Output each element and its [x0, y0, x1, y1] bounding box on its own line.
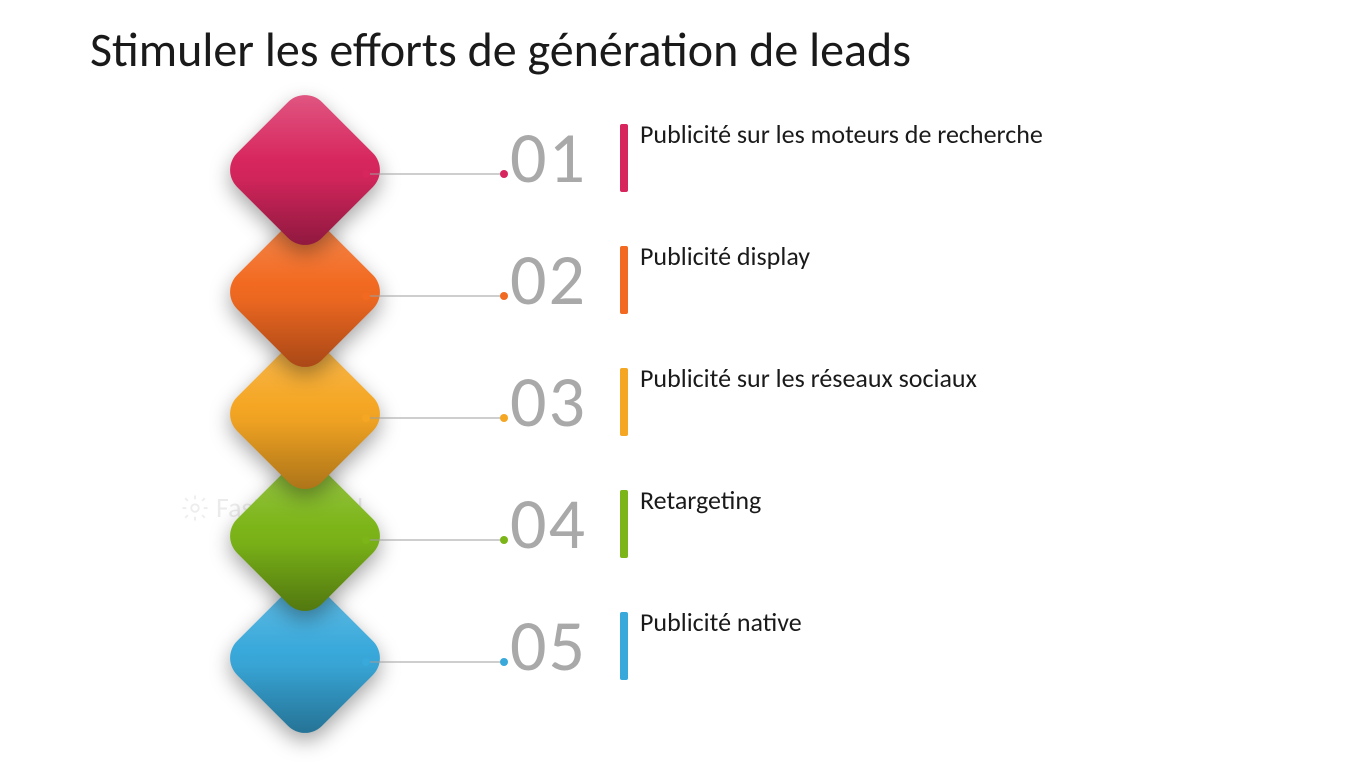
diamond-shape [245, 110, 365, 230]
accent-bar [620, 124, 628, 192]
accent-bar [620, 368, 628, 436]
accent-bar [620, 246, 628, 314]
list-item: 04 Retargeting [0, 476, 1350, 616]
item-label: Publicité sur les moteurs de recherche [640, 118, 1043, 150]
item-number: 01 [510, 122, 587, 194]
connector-line [360, 291, 510, 293]
list-item: 05 Publicité native [0, 598, 1350, 738]
diamond-shape [245, 232, 365, 352]
item-number: 04 [510, 488, 587, 560]
connector-line [360, 413, 510, 415]
accent-bar [620, 490, 628, 558]
diamond-shape [245, 476, 365, 596]
item-number: 05 [510, 610, 587, 682]
diamond-shape [245, 354, 365, 474]
list-item: 03 Publicité sur les réseaux sociaux [0, 354, 1350, 494]
connector-line [360, 535, 510, 537]
infographic-stage: FasterCapital 01 Publicité sur les moteu… [0, 110, 1350, 770]
list-item: 01 Publicité sur les moteurs de recherch… [0, 110, 1350, 250]
item-number: 02 [510, 244, 587, 316]
connector-line [360, 657, 510, 659]
accent-bar [620, 612, 628, 680]
connector-line [360, 169, 510, 171]
item-number: 03 [510, 366, 587, 438]
diamond-shape [245, 598, 365, 718]
list-item: 02 Publicité display [0, 232, 1350, 372]
page-title: Stimuler les efforts de génération de le… [90, 20, 911, 79]
